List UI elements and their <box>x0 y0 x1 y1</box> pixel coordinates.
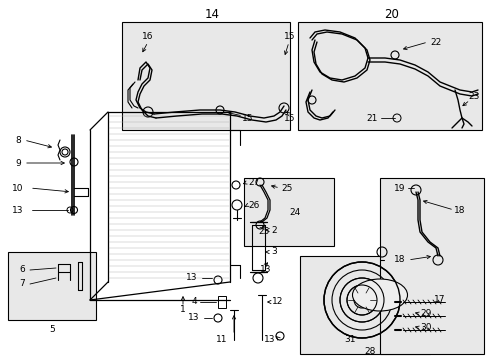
Bar <box>218 296 225 308</box>
Text: 14: 14 <box>204 8 219 21</box>
Text: 15: 15 <box>242 113 253 122</box>
Text: 25: 25 <box>258 228 269 237</box>
Text: 15: 15 <box>284 32 295 41</box>
Text: 12: 12 <box>272 297 283 306</box>
Text: 24: 24 <box>289 207 300 216</box>
Text: 10: 10 <box>12 184 24 193</box>
Text: 26: 26 <box>248 201 259 210</box>
Text: 6: 6 <box>19 266 25 275</box>
Text: 13: 13 <box>260 266 271 275</box>
Text: 17: 17 <box>433 296 445 305</box>
Text: 13: 13 <box>188 314 199 323</box>
Text: 13: 13 <box>186 274 197 283</box>
Text: 29: 29 <box>420 310 431 319</box>
Text: 2: 2 <box>271 225 276 234</box>
Ellipse shape <box>352 279 407 311</box>
Bar <box>297 22 481 130</box>
Text: 8: 8 <box>15 135 21 144</box>
Text: 13: 13 <box>12 206 24 215</box>
Bar <box>299 256 429 354</box>
Text: 25: 25 <box>281 184 292 193</box>
Text: 15: 15 <box>284 113 295 122</box>
Text: 28: 28 <box>364 347 375 356</box>
Text: 5: 5 <box>49 325 55 334</box>
Text: 11: 11 <box>216 336 227 345</box>
Bar <box>244 178 333 246</box>
Text: 1: 1 <box>180 306 185 315</box>
Text: 31: 31 <box>344 336 355 345</box>
Text: 13: 13 <box>264 336 275 345</box>
Bar <box>379 178 483 354</box>
Text: 4: 4 <box>191 297 196 306</box>
Text: 3: 3 <box>270 248 276 256</box>
Text: 22: 22 <box>429 37 441 46</box>
Text: 18: 18 <box>393 256 405 265</box>
Bar <box>122 22 289 130</box>
Text: 7: 7 <box>19 279 25 288</box>
Text: 30: 30 <box>419 324 431 333</box>
Text: 19: 19 <box>393 184 405 193</box>
Text: 9: 9 <box>15 158 21 167</box>
Text: 16: 16 <box>142 32 153 41</box>
Text: 21: 21 <box>366 113 377 122</box>
Bar <box>8 252 96 320</box>
Text: 18: 18 <box>453 206 465 215</box>
Text: 20: 20 <box>384 8 399 21</box>
Text: 27: 27 <box>248 177 259 186</box>
Text: 23: 23 <box>468 91 479 100</box>
